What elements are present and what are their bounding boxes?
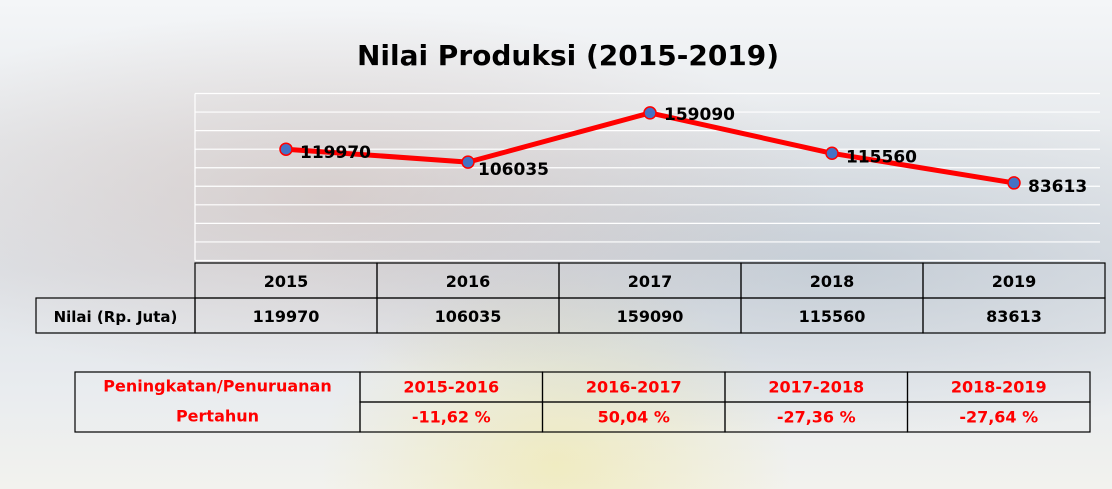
period: 2018-2019: [951, 378, 1047, 397]
period: 2017-2018: [768, 378, 864, 397]
table-header: 2017: [628, 272, 673, 291]
data-label: 119970: [300, 143, 371, 163]
table-cell: [35, 297, 196, 334]
change: -11,62 %: [412, 408, 491, 427]
row-label: Nilai (Rp. Juta): [54, 308, 178, 326]
chart-title: Nilai Produksi (2015-2019): [357, 39, 779, 72]
table-header: 2019: [992, 272, 1037, 291]
change-label: Peningkatan/Penuruanan: [103, 377, 331, 396]
data-label: 159090: [664, 105, 735, 125]
data-label: 115560: [846, 147, 917, 167]
table-cell: [922, 297, 1106, 334]
marker: [825, 146, 839, 161]
table-value: 115560: [799, 307, 866, 326]
table-cell: [906, 401, 1091, 433]
marker: [643, 106, 657, 120]
marker: [279, 142, 293, 156]
table-header: 2015: [264, 272, 309, 291]
table-value: 119970: [253, 307, 320, 326]
change: -27,64 %: [959, 408, 1038, 427]
period: 2016-2017: [586, 378, 682, 397]
marker: [461, 155, 475, 169]
change: 50,04 %: [598, 408, 670, 427]
table-header: 2018: [810, 272, 855, 291]
data-label: 83613: [1028, 177, 1087, 197]
marker: [1007, 176, 1021, 190]
data-label: 106035: [478, 160, 549, 180]
table-value: 83613: [986, 307, 1042, 326]
change-label: Pertahun: [176, 407, 259, 426]
change: -27,36 %: [777, 408, 856, 427]
table-value: 159090: [617, 307, 684, 326]
table-header: 2016: [446, 272, 491, 291]
period: 2015-2016: [403, 378, 499, 397]
table-value: 106035: [435, 307, 502, 326]
